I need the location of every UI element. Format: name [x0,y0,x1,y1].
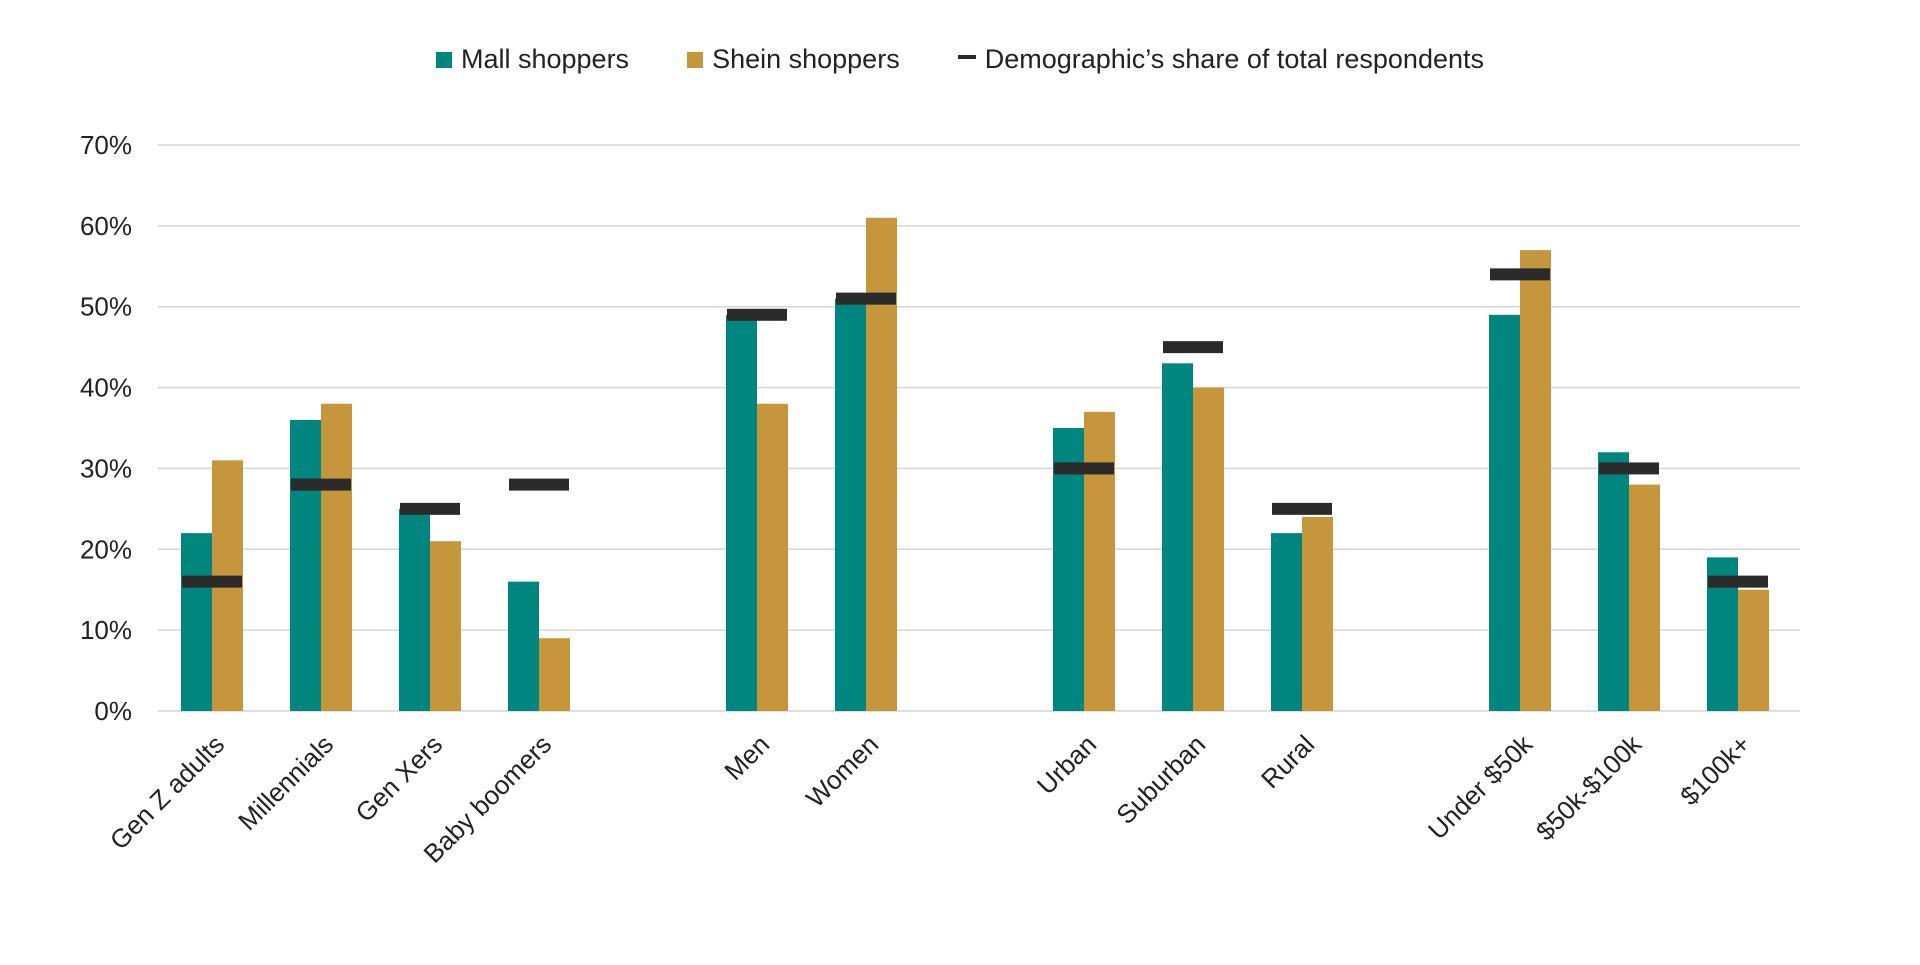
y-tick-label: 0% [94,696,132,726]
legend-label-demographic-share: Demographic’s share of total respondents [984,44,1484,74]
bar-mall-shoppers [290,419,321,711]
bar-shein-shoppers [1302,516,1333,711]
x-category-label: Gen Z adults [104,729,230,855]
legend-label-mall-shoppers: Mall shoppers [460,44,630,74]
y-tick-label: 40% [80,373,132,403]
bar-shein-shoppers [1084,411,1115,711]
bar-mall-shoppers [835,298,866,711]
bar-mall-shoppers [399,508,430,711]
legend-label-shein-shoppers: Shein shoppers [712,44,900,74]
y-tick-label: 50% [80,292,132,322]
legend-swatch-demographic-share [957,54,976,59]
marker-demographic-share [1708,575,1768,588]
bar-mall-shoppers [181,533,212,711]
bar-shein-shoppers [539,638,570,711]
marker-demographic-share [1272,502,1332,515]
x-category-label: $100k+ [1674,729,1756,811]
legend-swatch-shein-shoppers [687,51,704,68]
bar-mall-shoppers [1271,533,1302,711]
bar-mall-shoppers [1598,452,1629,711]
bar-shein-shoppers [430,541,461,711]
legend-item-mall-shoppers: Mall shoppers [435,44,630,75]
marker-demographic-share [182,575,242,588]
chart-legend: Mall shoppers Shein shoppers Demographic… [0,44,1920,75]
y-tick-label: 60% [80,211,132,241]
marker-demographic-share [1599,462,1659,475]
marker-demographic-share [836,292,896,305]
bar-shein-shoppers [1738,589,1769,711]
legend-item-shein-shoppers: Shein shoppers [687,44,900,75]
bar-shein-shoppers [866,217,897,711]
marker-demographic-share [727,308,787,321]
x-category-label: Gen Xers [349,729,448,828]
x-category-label: Suburban [1110,729,1211,830]
legend-swatch-mall-shoppers [435,51,452,68]
x-category-label: Women [800,729,884,813]
y-tick-label: 10% [80,615,132,645]
x-category-label: Under $50k [1422,728,1539,845]
marker-demographic-share [1054,462,1114,475]
bar-mall-shoppers [1053,428,1084,711]
marker-demographic-share [1163,341,1223,354]
x-category-label: Rural [1255,729,1320,794]
legend-item-demographic-share: Demographic’s share of total respondents [957,44,1484,75]
marker-demographic-share [291,478,351,491]
y-tick-label: 70% [80,130,132,160]
bar-shein-shoppers [1193,387,1224,711]
marker-demographic-share [1490,268,1550,281]
bar-mall-shoppers [1489,314,1520,711]
x-category-label: Men [718,729,775,786]
bar-mall-shoppers [508,581,539,711]
bar-shein-shoppers [757,403,788,711]
marker-demographic-share [400,502,460,515]
bar-shein-shoppers [1520,250,1551,711]
bar-mall-shoppers [726,314,757,711]
y-tick-label: 30% [80,453,132,483]
x-category-label: Millennials [232,729,339,836]
y-tick-label: 20% [80,534,132,564]
bar-shein-shoppers [1629,484,1660,711]
x-category-label: $50k-$100k [1530,728,1648,846]
marker-demographic-share [509,478,569,491]
x-category-label: Urban [1031,729,1102,800]
bar-shein-shoppers [321,403,352,711]
bar-mall-shoppers [1162,363,1193,711]
